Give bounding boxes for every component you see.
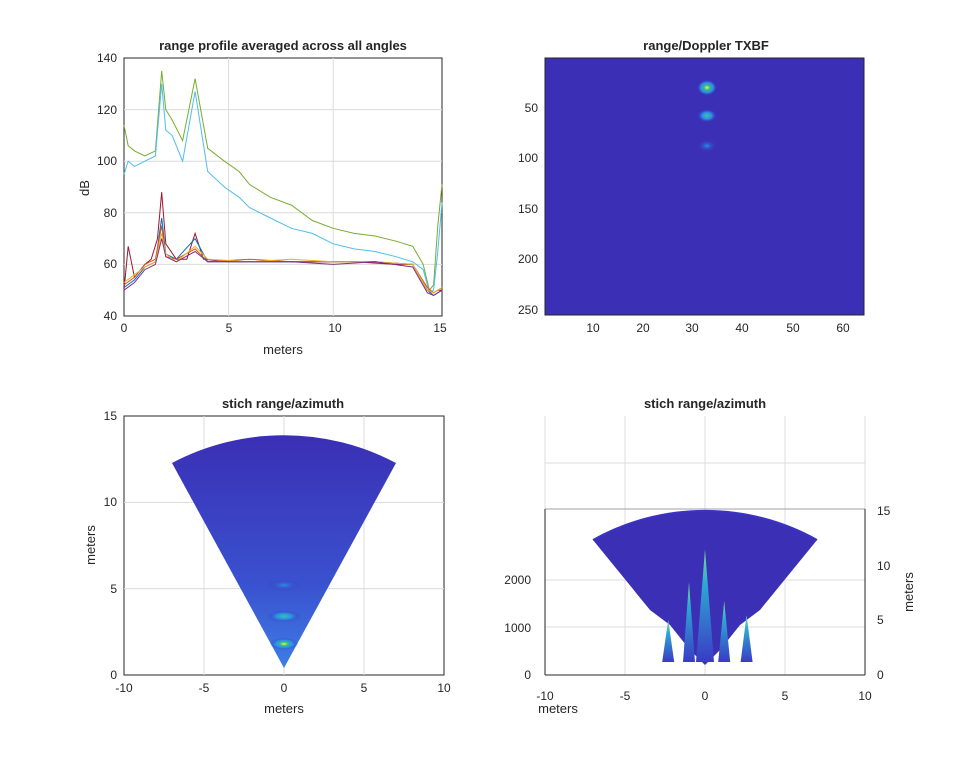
p1-series-line-5 [123, 233, 443, 294]
p2-ytick: 150 [518, 202, 538, 216]
p2-hotspot-1 [696, 108, 717, 123]
p3-xtick: -10 [115, 681, 133, 695]
panel2-yticks: 50 100 150 200 250 [518, 101, 538, 317]
p1-ytick: 140 [97, 51, 117, 65]
panel1-yticks: 40 60 80 100 120 140 [97, 51, 117, 323]
panel1-axes [123, 57, 443, 317]
p4-rtick: 15 [877, 504, 891, 518]
p4-rtick: 5 [877, 613, 884, 627]
panel4-right-ticks: 0 5 10 15 [877, 504, 891, 682]
p4-ltick: 2000 [504, 573, 531, 587]
p2-ytick: 50 [525, 101, 539, 115]
fov-sector [172, 435, 396, 668]
p2-xtick: 60 [836, 321, 850, 335]
p4-rtick: 0 [877, 668, 884, 682]
p3-xtick: -5 [199, 681, 210, 695]
panel1-ylabel: dB [77, 180, 92, 196]
panel2-xticks: 10 20 30 40 50 60 [586, 321, 850, 335]
p1-ytick: 40 [104, 309, 118, 323]
panel1-xlabel: meters [263, 342, 303, 357]
p1-ytick: 60 [104, 257, 118, 271]
panel1-title: range profile averaged across all angles [159, 38, 407, 53]
p2-ytick: 250 [518, 303, 538, 317]
panel4-title: stich range/azimuth [644, 396, 766, 411]
p1-xtick: 15 [433, 321, 447, 335]
p1-xtick: 5 [226, 321, 233, 335]
p3-xtick: 5 [361, 681, 368, 695]
p1-xtick: 10 [328, 321, 342, 335]
p2-xtick: 10 [586, 321, 600, 335]
p3-ytick: 15 [104, 409, 118, 423]
p2-xtick: 50 [786, 321, 800, 335]
p3-hotspot-1 [267, 610, 301, 623]
panel3-ylabel: meters [83, 525, 98, 565]
panel4-xlabel: meters [538, 701, 578, 716]
p1-series-line-1 [123, 83, 443, 294]
panel3-xlabel: meters [264, 701, 304, 716]
panel2-axes [544, 57, 865, 316]
p4-peak-1 [683, 582, 695, 662]
p1-series-line-6 [123, 238, 443, 296]
p4-peak-2 [718, 600, 731, 662]
p3-xtick: 10 [437, 681, 451, 695]
p4-peak-3 [740, 615, 753, 662]
panel1-series [123, 70, 443, 297]
p2-xtick: 40 [735, 321, 749, 335]
p3-hotspot-0 [270, 637, 298, 650]
p2-xtick: 20 [636, 321, 650, 335]
panel2-hotspots [696, 79, 717, 153]
panel4-zlabel: meters [901, 572, 916, 612]
p4-ltick: 1000 [504, 621, 531, 635]
p3-hotspot-2 [266, 579, 302, 592]
panel-range-profile: range profile averaged across all angles… [77, 38, 447, 357]
p1-series-line-0 [123, 70, 443, 292]
p4-ltick: 0 [524, 668, 531, 682]
panel3-yticks: 0 5 10 15 [104, 409, 118, 682]
panel-range-doppler: range/Doppler TXBF 10 20 30 40 50 60 50 … [518, 38, 865, 335]
p3-xtick: 0 [281, 681, 288, 695]
p3-ytick: 10 [104, 495, 118, 509]
p4-peak-0 [696, 549, 714, 662]
p2-ytick: 100 [518, 151, 538, 165]
p4-rtick: 10 [877, 559, 891, 573]
surface-rim [592, 509, 818, 541]
p2-xtick: 30 [685, 321, 699, 335]
p1-ytick: 100 [97, 154, 117, 168]
p2-hotspot-0 [696, 79, 717, 96]
p4-peak-4 [662, 619, 675, 662]
p2-hotspot-2 [696, 139, 717, 153]
panel3-xticks: -10 -5 0 5 10 [115, 681, 451, 695]
panel1-xticks: 0 5 10 15 [121, 321, 447, 335]
p4-xtick: -10 [536, 689, 554, 703]
panel3-title: stich range/azimuth [222, 396, 344, 411]
p4-xtick: 0 [702, 689, 709, 703]
p2-ytick: 200 [518, 252, 538, 266]
p4-xtick: 10 [858, 689, 872, 703]
panel4-xticks: -10 -5 0 5 10 [536, 689, 872, 703]
panel1-grid [124, 58, 442, 316]
panel4-left-ticks: 0 1000 2000 [504, 573, 531, 682]
p1-ytick: 120 [97, 103, 117, 117]
p1-xtick: 0 [121, 321, 128, 335]
panel2-image [545, 58, 864, 315]
surface-peaks [662, 549, 753, 662]
p4-xtick: 5 [782, 689, 789, 703]
panel-range-azimuth-3d: stich range/azimuth -10 -5 0 5 10 0 1000 [504, 396, 916, 716]
panel2-title: range/Doppler TXBF [643, 38, 769, 53]
p1-ytick: 80 [104, 206, 118, 220]
p3-ytick: 0 [110, 668, 117, 682]
p3-ytick: 5 [110, 582, 117, 596]
p4-xtick: -5 [620, 689, 631, 703]
panel-range-azimuth-2d: stich range/azimuth -10 -5 0 5 10 0 5 10… [83, 396, 451, 716]
panel3-hotspots [266, 579, 302, 650]
